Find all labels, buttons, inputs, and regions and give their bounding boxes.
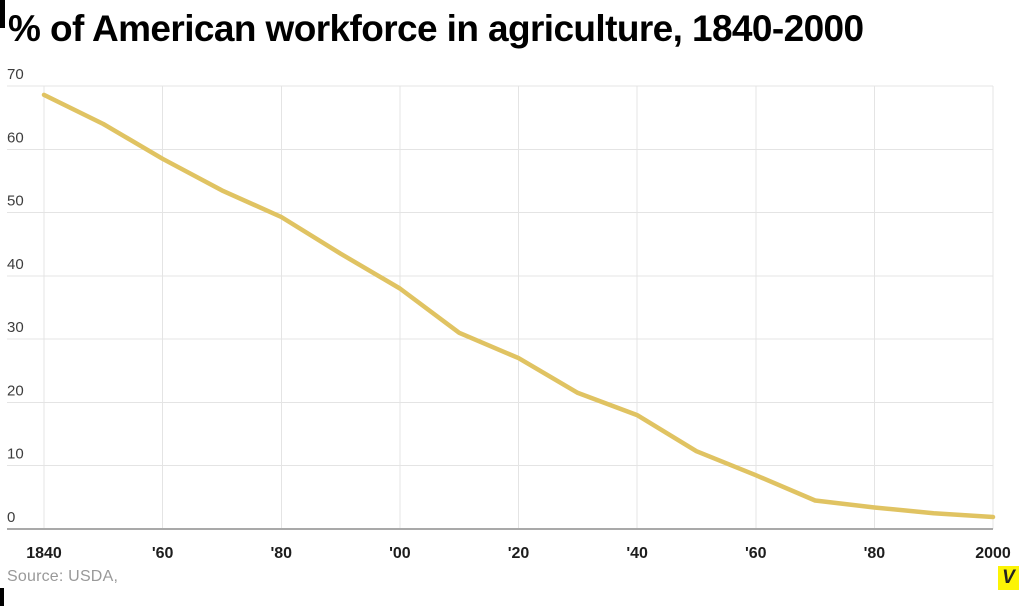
x-tick-label: '60 [745, 545, 767, 562]
vox-logo-letter: V [1002, 566, 1015, 588]
source-label: Source: USDA, [7, 568, 119, 585]
y-tick-label: 0 [7, 509, 15, 526]
y-tick-label: 40 [7, 256, 24, 273]
data-line [41, 92, 996, 520]
y-tick-label: 70 [7, 66, 24, 83]
x-tick-label: 2000 [975, 545, 1011, 562]
x-tick-label: '00 [389, 545, 411, 562]
y-tick-label: 30 [7, 319, 24, 336]
x-tick-label: '60 [152, 545, 174, 562]
y-tick-label: 60 [7, 129, 24, 146]
x-tick-label: '80 [270, 545, 292, 562]
y-tick-label: 50 [7, 193, 24, 210]
y-tick-label: 20 [7, 382, 24, 399]
bottom-left-mark [0, 588, 4, 606]
y-tick-label: 10 [7, 446, 24, 463]
x-tick-label: 1840 [26, 545, 62, 562]
x-tick-label: '40 [626, 545, 648, 562]
x-tick-label: '20 [508, 545, 530, 562]
top-left-mark [0, 0, 5, 28]
x-tick-label: '80 [864, 545, 886, 562]
chart-title: % of American workforce in agriculture, … [8, 8, 864, 49]
vox-logo: V [998, 566, 1019, 590]
